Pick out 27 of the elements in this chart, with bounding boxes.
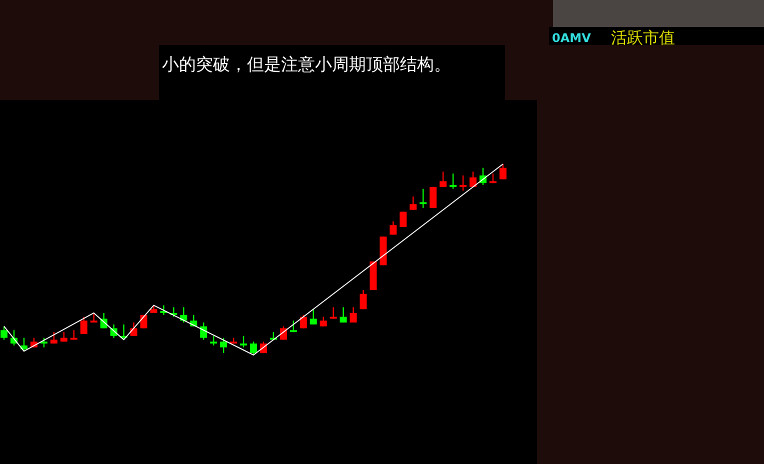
text: 0AMV xyxy=(552,31,592,45)
candlestick xyxy=(40,337,48,348)
candlestick xyxy=(390,220,397,236)
candlestick xyxy=(500,163,506,180)
candlestick xyxy=(410,196,417,210)
candlestick xyxy=(470,171,477,188)
candlestick xyxy=(80,316,88,335)
candlestick xyxy=(420,188,427,209)
text: 活跃市值 xyxy=(611,28,675,47)
candlestick xyxy=(300,314,307,329)
candlestick xyxy=(250,341,257,356)
candlestick xyxy=(220,337,228,354)
candlestick xyxy=(430,186,437,209)
candlestick xyxy=(350,306,357,324)
candlestick xyxy=(340,306,347,324)
candlestick xyxy=(440,171,447,188)
candlestick xyxy=(360,289,367,310)
candlestick xyxy=(240,335,248,348)
candlestick xyxy=(160,304,168,316)
text: 小的突破，但是注意小周期顶部结构。 xyxy=(162,55,451,75)
candlestick xyxy=(210,335,218,346)
candlestick xyxy=(450,172,457,190)
candlestick xyxy=(460,174,467,192)
candlestick xyxy=(310,308,317,326)
candlestick xyxy=(320,316,327,327)
candlestick xyxy=(0,326,8,340)
candlestick xyxy=(20,337,28,352)
